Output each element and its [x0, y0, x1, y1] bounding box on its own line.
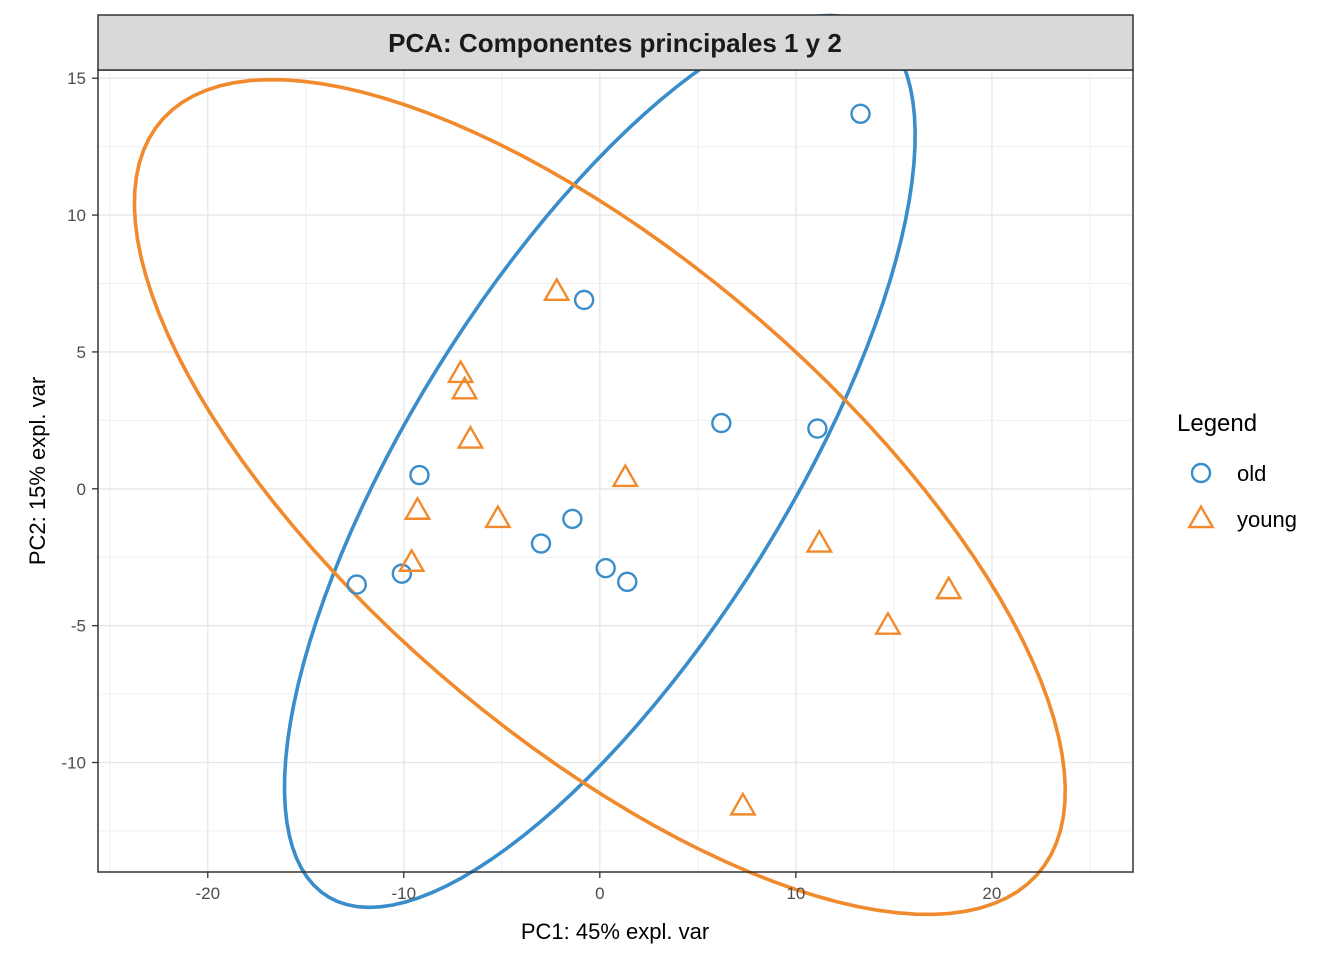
y-axis: -10 -5 0 5 10 15 — [61, 69, 98, 773]
chart-title: PCA: Componentes principales 1 y 2 — [388, 28, 842, 58]
point-young — [611, 463, 640, 488]
point-old — [562, 508, 583, 530]
legend-title: Legend — [1177, 410, 1257, 437]
grid-major — [98, 70, 1133, 872]
point-old — [573, 289, 595, 311]
facet-strip: PCA: Componentes principales 1 y 2 — [97, 14, 1134, 71]
x-tick-label: -10 — [392, 884, 417, 903]
x-tick-label: 10 — [786, 884, 805, 903]
panel-background — [98, 70, 1133, 872]
data-points — [346, 103, 963, 816]
y-tick-label: -5 — [71, 617, 86, 636]
x-tick-label: 20 — [982, 884, 1001, 903]
point-young — [450, 375, 479, 400]
y-axis-title: PC2: 15% expl. var — [25, 377, 50, 565]
point-young — [397, 547, 426, 572]
ellipse-old — [282, 13, 917, 910]
point-old — [807, 418, 828, 439]
point-young — [456, 424, 485, 449]
y-tick-label: 5 — [77, 343, 86, 362]
strip-background — [97, 14, 1134, 71]
x-tick-label: 0 — [595, 884, 604, 903]
y-tick-label: 10 — [67, 206, 86, 225]
point-young — [805, 528, 834, 553]
point-old — [617, 571, 638, 593]
point-young — [542, 276, 571, 301]
point-young — [934, 575, 963, 600]
point-old — [595, 557, 616, 579]
y-tick-label: 0 — [77, 480, 86, 499]
legend-key-young — [1187, 504, 1215, 529]
x-axis-title: PC1: 45% expl. var — [521, 919, 709, 944]
point-young — [446, 359, 475, 384]
point-young — [484, 504, 512, 529]
legend-label-young: young — [1237, 507, 1297, 532]
point-old — [409, 464, 430, 486]
point-old — [530, 533, 552, 554]
y-tick-label: -10 — [61, 754, 86, 773]
point-old — [711, 412, 732, 434]
point-old — [346, 574, 367, 595]
y-tick-label: 15 — [67, 69, 86, 88]
point-young — [403, 495, 432, 520]
point-old — [850, 103, 871, 124]
grid-minor — [98, 70, 1133, 872]
point-young — [729, 791, 757, 816]
point-young — [874, 610, 902, 635]
legend-label-old: old — [1237, 461, 1266, 486]
x-tick-label: -20 — [195, 884, 220, 903]
x-axis: -20 -10 0 10 20 — [195, 872, 1001, 903]
legend-key-old — [1190, 462, 1212, 484]
point-old — [391, 563, 413, 584]
legend: Legend old young — [1177, 410, 1297, 532]
